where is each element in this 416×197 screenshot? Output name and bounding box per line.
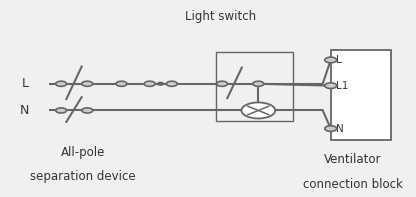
Text: N: N [336, 124, 343, 134]
Circle shape [325, 126, 337, 131]
Text: Ventilator: Ventilator [324, 153, 381, 166]
Circle shape [144, 81, 155, 86]
Circle shape [241, 102, 275, 118]
Text: L1: L1 [336, 81, 348, 91]
Circle shape [82, 108, 93, 113]
Circle shape [56, 108, 67, 113]
Circle shape [158, 82, 163, 85]
Text: L: L [21, 77, 28, 90]
Circle shape [116, 81, 127, 86]
Circle shape [253, 81, 264, 86]
Circle shape [56, 81, 67, 86]
Circle shape [82, 81, 93, 86]
Text: Light switch: Light switch [185, 10, 256, 23]
Circle shape [325, 57, 337, 63]
Text: All-pole: All-pole [61, 146, 105, 159]
Text: connection block: connection block [303, 178, 403, 191]
Circle shape [166, 81, 177, 86]
Circle shape [217, 81, 228, 86]
Circle shape [325, 83, 337, 88]
FancyBboxPatch shape [331, 50, 391, 140]
Text: separation device: separation device [30, 170, 136, 183]
Text: L: L [336, 55, 342, 65]
Text: N: N [20, 104, 30, 117]
